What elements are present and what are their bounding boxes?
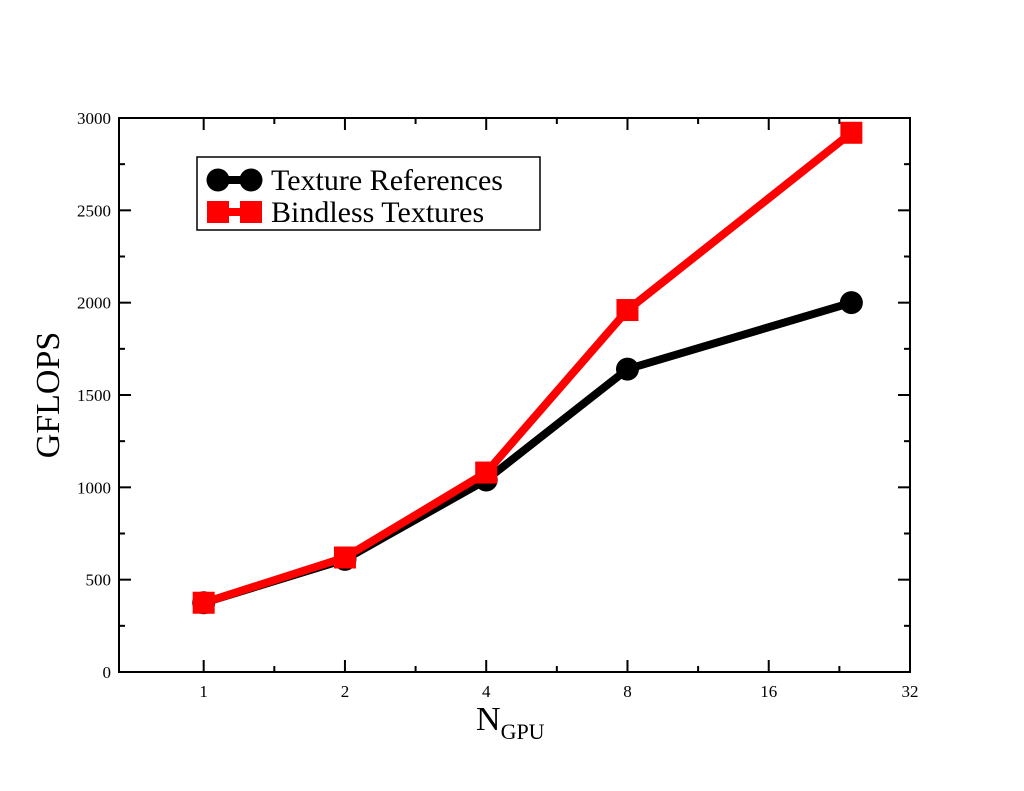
data-point: [192, 591, 215, 614]
y-tick-label: 2500: [77, 201, 111, 220]
y-axis-title: GFLOPS: [30, 332, 67, 459]
y-tick-label: 0: [103, 663, 112, 682]
y-tick-label: 1500: [77, 386, 111, 405]
y-tick-label: 500: [86, 571, 112, 590]
axis-ticks: [119, 117, 911, 673]
legend-marker: [207, 201, 229, 223]
y-tick-label: 1000: [77, 478, 111, 497]
legend-item: Texture References: [206, 164, 503, 197]
legend-marker: [239, 168, 263, 192]
legend-label: Bindless Textures: [271, 196, 484, 229]
legend-label: Texture References: [271, 164, 503, 197]
data-point: [839, 291, 863, 315]
data-point: [616, 299, 639, 322]
data-point: [840, 121, 863, 144]
series-2: [192, 121, 863, 614]
series-layer: [192, 121, 863, 615]
legend-item: Bindless Textures: [207, 196, 484, 229]
y-tick-label: 3000: [77, 109, 111, 128]
tick-labels: 0 500 1000 1500 2000 2500 3000 1 2 4 8 16 32: [77, 109, 919, 701]
data-point: [333, 546, 356, 569]
x-axis-title: NGPU: [476, 701, 545, 744]
legend-marker: [206, 168, 230, 192]
data-point: [475, 461, 498, 484]
y-tick-label: 2000: [77, 294, 111, 313]
data-point: [615, 357, 639, 381]
legend-marker: [240, 201, 262, 223]
x-tick-label: 4: [482, 682, 491, 701]
x-axis-title-subscript: GPU: [501, 719, 545, 744]
series-line: [202, 298, 853, 607]
x-tick-label: 8: [623, 682, 632, 701]
x-tick-label: 2: [341, 682, 350, 701]
x-axis-title-main: N: [476, 701, 501, 738]
x-tick-label: 1: [199, 682, 208, 701]
series-1: [192, 291, 863, 615]
x-tick-label: 16: [760, 682, 777, 701]
x-tick-label: 32: [902, 682, 919, 701]
